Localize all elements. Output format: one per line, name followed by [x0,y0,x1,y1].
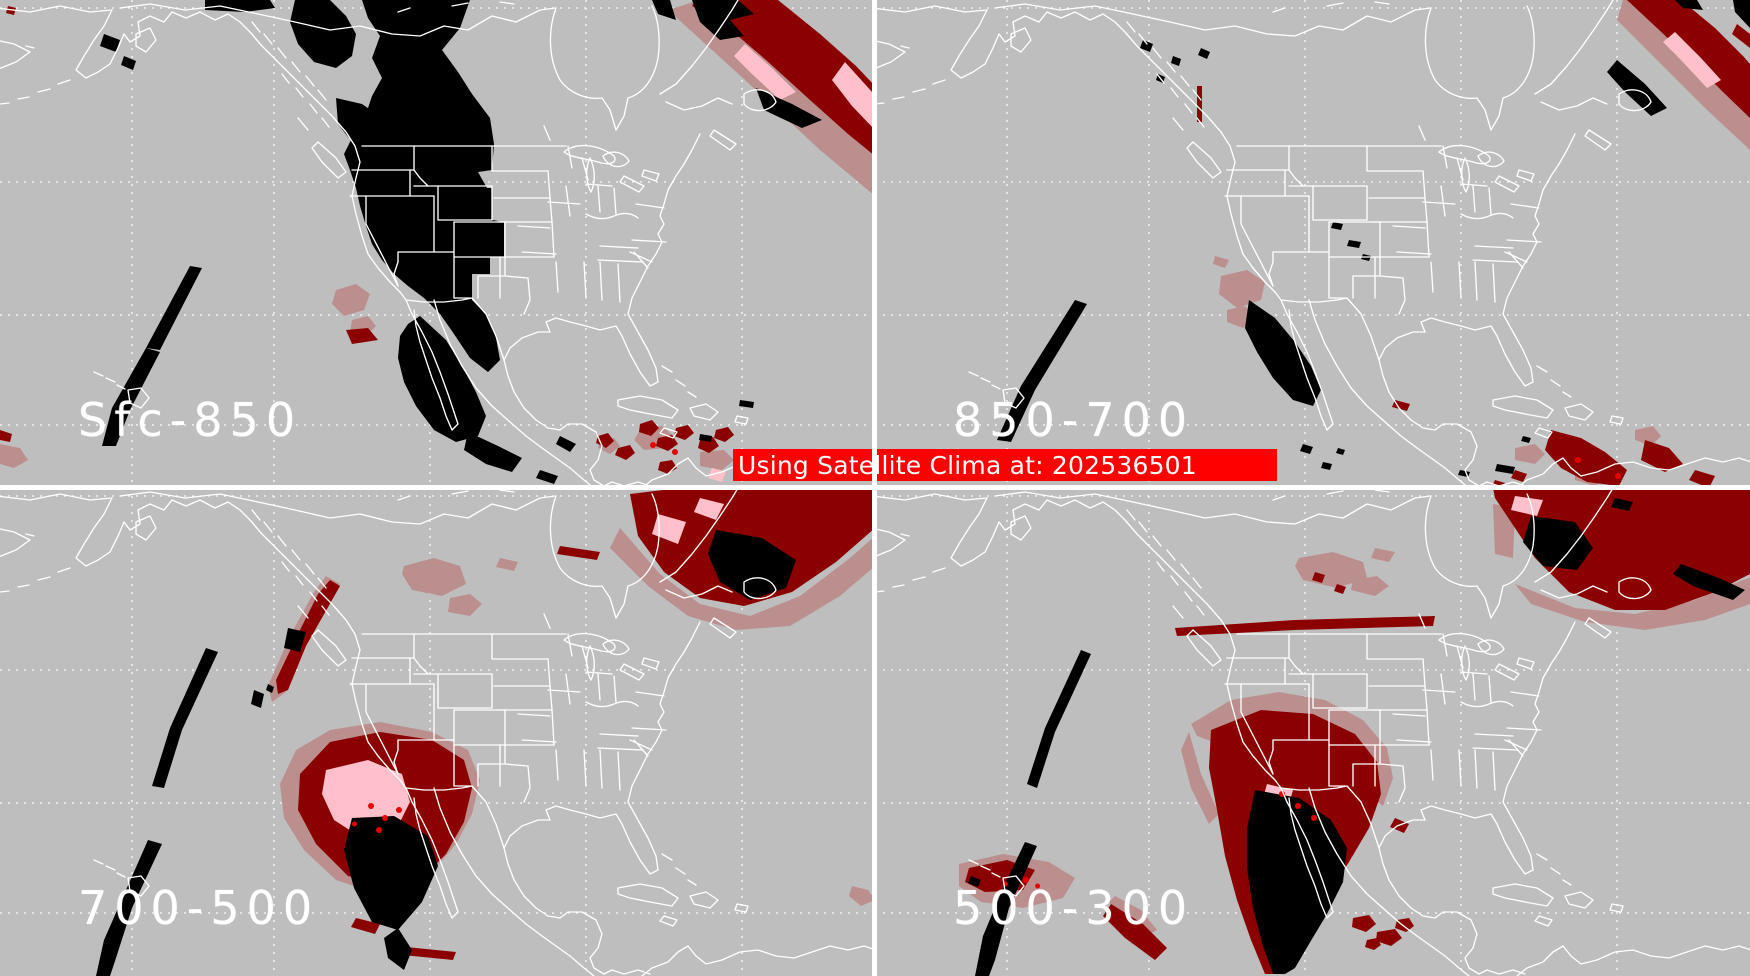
map-panel-500-300: 500-300 [875,488,1750,976]
map-panel-700-500: 700-500 [0,488,875,976]
map-panel-sfc-850: Sfc-850 [0,0,875,488]
panel-label: 700-500 [78,881,320,935]
panel-divider-horizontal [0,485,1750,490]
map-canvas [0,488,875,976]
status-banner: Using Satellite Clima at: 202536501 [733,449,1277,481]
status-banner-text: Using Satellite Clima at: 202536501 [738,450,1197,480]
map-canvas [875,0,1750,488]
panel-label: Sfc-850 [78,393,303,447]
map-panel-850-700: 850-700 [875,0,1750,488]
panel-label: 500-300 [953,881,1195,935]
map-canvas [875,488,1750,976]
map-canvas [0,0,875,488]
panel-label: 850-700 [953,393,1195,447]
